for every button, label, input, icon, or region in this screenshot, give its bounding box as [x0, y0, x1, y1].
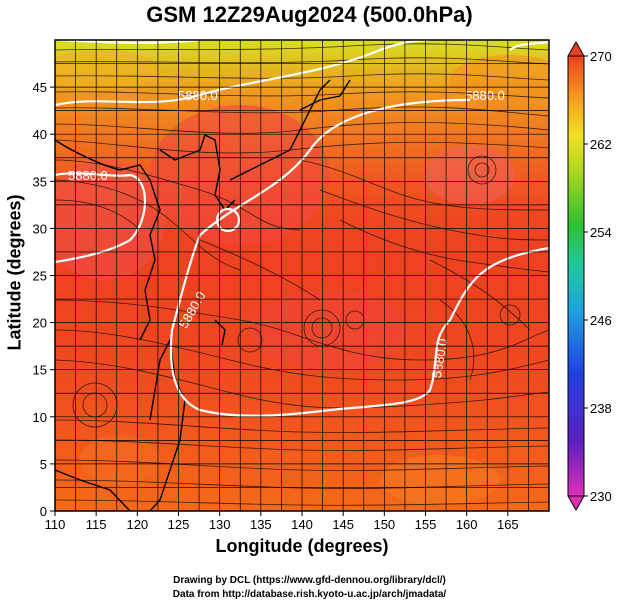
colorbar-tick-label: 246 — [590, 313, 612, 328]
x-tick-label: 110 — [45, 517, 66, 532]
colorbar-tick-label: 262 — [590, 137, 612, 152]
y-tick-label: 20 — [33, 316, 47, 331]
wind-streamlines — [55, 43, 549, 506]
colorbar-tick-label: 238 — [590, 401, 612, 416]
x-tick-label: 155 — [415, 517, 437, 532]
y-tick-label: 35 — [33, 174, 47, 189]
x-tick-label: 140 — [291, 517, 313, 532]
contour-label: 5880.0 — [68, 168, 108, 183]
colorbar: 270 262 254 246 238 230 — [567, 40, 612, 512]
map-title: GSM 12Z29Aug2024 (500.0hPa) — [146, 2, 473, 27]
y-tick-label: 45 — [33, 80, 47, 95]
credit-drawing: Drawing by DCL (https://www.gfd-dennou.o… — [173, 575, 446, 586]
colorbar-tick-label: 270 — [590, 49, 612, 64]
y-tick-label: 25 — [33, 269, 47, 284]
y-tick-label: 0 — [40, 504, 47, 519]
colorbar-top-arrow — [567, 40, 585, 57]
colorbar-ticks: 270 262 254 246 238 230 — [584, 49, 612, 504]
temperature-field: 5880.0 5880.0 5880.0 5880.0 5880.0 — [55, 40, 549, 511]
y-axis-ticks: 0 5 10 15 20 25 30 35 40 45 — [33, 80, 55, 519]
y-axis-label: Latitude (degrees) — [4, 194, 25, 351]
y-tick-label: 5 — [40, 457, 47, 472]
x-tick-label: 135 — [250, 517, 272, 532]
x-tick-label: 120 — [126, 517, 148, 532]
x-tick-label: 160 — [456, 517, 478, 532]
x-tick-label: 150 — [373, 517, 395, 532]
contour-label: 5880.0 — [178, 88, 218, 103]
x-tick-label: 125 — [168, 517, 190, 532]
y-tick-label: 40 — [33, 127, 47, 142]
contour-label: 5880.0 — [429, 337, 451, 379]
geopotential-contours — [55, 40, 549, 417]
x-tick-label: 165 — [497, 517, 519, 532]
grid-lines — [55, 40, 549, 511]
x-axis-ticks: 110 115 120 125 130 135 140 145 150 155 160 165 — [45, 511, 519, 532]
y-tick-label: 30 — [33, 221, 47, 236]
contour-label: 5880.0 — [465, 88, 505, 103]
x-tick-label: 115 — [86, 517, 107, 532]
y-tick-label: 15 — [33, 363, 47, 378]
y-tick-label: 10 — [33, 410, 47, 425]
credit-data-source: Data from http://database.rish.kyoto-u.a… — [172, 589, 447, 600]
x-axis-label: Longitude (degrees) — [215, 536, 389, 556]
x-tick-label: 145 — [332, 517, 354, 532]
colorbar-tick-label: 254 — [590, 225, 612, 240]
colorbar-tick-label: 230 — [590, 489, 612, 504]
x-tick-label: 130 — [209, 517, 231, 532]
colorbar-bottom-arrow — [567, 495, 585, 512]
